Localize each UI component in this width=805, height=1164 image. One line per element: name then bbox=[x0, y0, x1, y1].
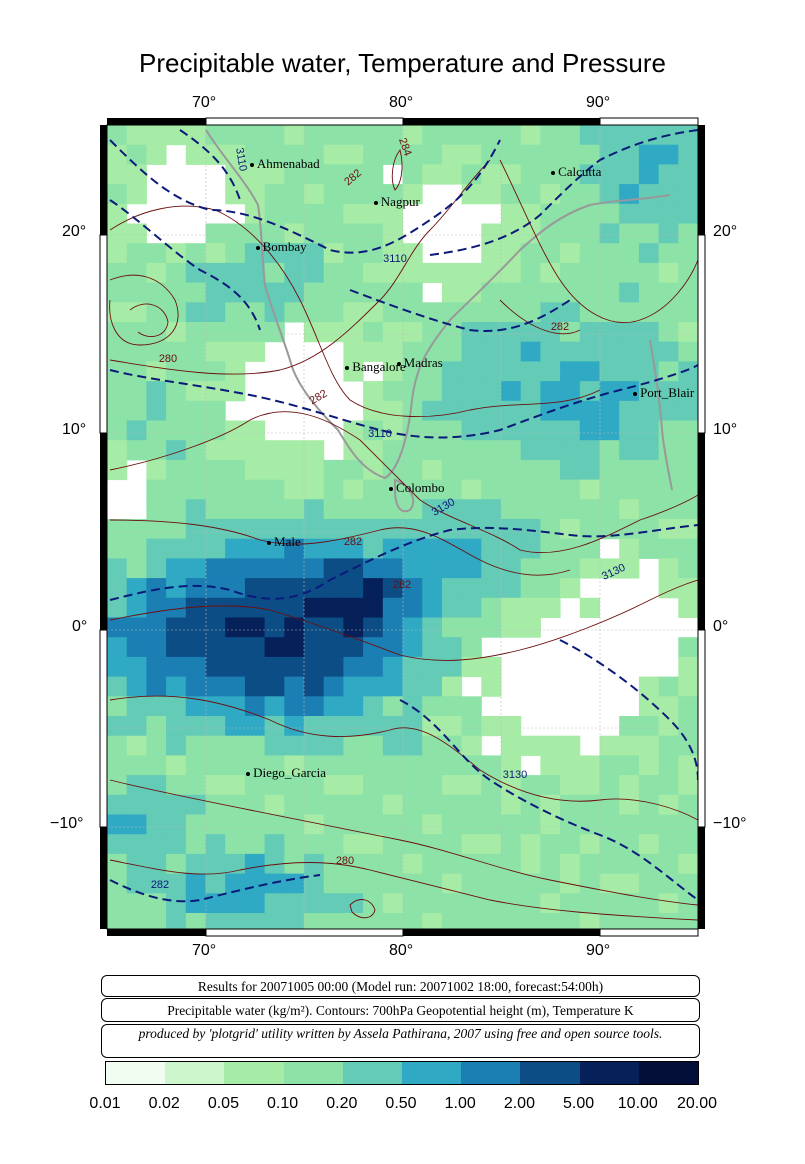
city-marker-icon bbox=[551, 171, 556, 176]
credit-caption: produced by 'plotgrid' utility written b… bbox=[101, 1024, 700, 1058]
contour-label: 280 bbox=[336, 855, 354, 867]
colorbar-bin bbox=[638, 1062, 699, 1084]
city-diego_garcia: Diego_Garcia bbox=[246, 765, 326, 781]
colorbar-label: 5.00 bbox=[563, 1095, 595, 1112]
city-name: Nagpur bbox=[380, 194, 420, 210]
colorbar-label: 0.05 bbox=[207, 1095, 239, 1112]
colorbar-label: 0.10 bbox=[267, 1095, 299, 1112]
contour-label: 284 bbox=[396, 136, 414, 157]
gridlines bbox=[107, 125, 698, 929]
city-marker-icon bbox=[255, 245, 260, 250]
city-name: Bangalore bbox=[352, 359, 406, 375]
lon-tick-top-70: 70° bbox=[192, 94, 217, 111]
lat-tick-left-20: 20° bbox=[62, 223, 87, 240]
lon-tick-top-90: 90° bbox=[586, 94, 611, 111]
contour-label: 3130 bbox=[503, 769, 527, 781]
city-bangalore: Bangalore bbox=[345, 359, 406, 375]
city-name: Male bbox=[274, 534, 301, 550]
city-name: Colombo bbox=[396, 479, 445, 495]
city-colombo: Colombo bbox=[389, 480, 444, 496]
contour-label: 282 bbox=[308, 388, 330, 408]
city-ahmenabad: Ahmenabad bbox=[249, 156, 320, 172]
colorbar-bin bbox=[579, 1062, 639, 1084]
lon-tick-top-80: 80° bbox=[389, 94, 414, 111]
contour-label: 282 bbox=[344, 536, 362, 548]
contour-label: 282 bbox=[393, 579, 411, 591]
colorbar-bin bbox=[106, 1062, 166, 1084]
city-name: Ahmenabad bbox=[256, 156, 320, 172]
city-name: Bombay bbox=[262, 238, 307, 254]
colorbar-label: 20.00 bbox=[676, 1095, 718, 1112]
temperature-contours bbox=[109, 149, 698, 921]
colorbar-bin bbox=[224, 1062, 284, 1084]
city-marker-icon bbox=[373, 201, 378, 206]
lat-tick-left-10: 10° bbox=[62, 421, 87, 438]
colorbar-label: 1.00 bbox=[444, 1095, 476, 1112]
city-marker-icon bbox=[249, 163, 254, 168]
contour-label: 3110 bbox=[383, 253, 407, 265]
city-marker-icon bbox=[267, 541, 272, 546]
geopotential-contours bbox=[109, 129, 698, 903]
contour-label: 282 bbox=[151, 879, 169, 891]
lat-tick-right-20: 20° bbox=[713, 223, 738, 240]
city-marker-icon bbox=[389, 486, 394, 491]
colorbar-bin bbox=[461, 1062, 521, 1084]
contour-labels: 3110 3110 3110 3130 3130 3130 282 282 28… bbox=[151, 136, 628, 891]
contour-label: 280 bbox=[159, 353, 177, 365]
page-title: Precipitable water, Temperature and Pres… bbox=[138, 48, 667, 78]
results-caption: Results for 20071005 00:00 (Model run: 2… bbox=[101, 975, 700, 997]
city-marker-icon bbox=[396, 362, 401, 367]
city-port_blair: Port_Blair bbox=[633, 385, 694, 401]
lat-tick-right-10: 10° bbox=[713, 421, 738, 438]
contour-label: 3110 bbox=[233, 147, 249, 172]
city-marker-icon bbox=[345, 366, 350, 371]
colorbar-label: 0.01 bbox=[89, 1095, 121, 1112]
city-nagpur: Nagpur bbox=[373, 194, 420, 210]
map-frame bbox=[99, 117, 706, 937]
lon-tick-bottom-70: 70° bbox=[192, 942, 217, 959]
colorbar-label: 2.00 bbox=[503, 1095, 535, 1112]
lat-tick-right-0: 0° bbox=[713, 618, 729, 635]
lat-tick-left-0: 0° bbox=[72, 618, 88, 635]
contour-label: 282 bbox=[551, 321, 569, 333]
colorbar-label: 0.20 bbox=[326, 1095, 358, 1112]
city-male: Male bbox=[267, 534, 301, 550]
city-calcutta: Calcutta bbox=[551, 164, 601, 180]
colorbar-label: 0.50 bbox=[385, 1095, 417, 1112]
city-bombay: Bombay bbox=[255, 238, 307, 255]
contour-label: 3110 bbox=[368, 428, 392, 440]
lon-tick-bottom-80: 80° bbox=[389, 942, 414, 959]
city-madras: Madras bbox=[396, 355, 443, 371]
city-marker-icon bbox=[633, 392, 638, 397]
lat-tick-left-minus10: −10° bbox=[50, 815, 84, 832]
city-name: Diego_Garcia bbox=[253, 765, 326, 781]
lat-tick-right-minus10: −10° bbox=[713, 815, 747, 832]
colorbar-bin bbox=[402, 1062, 462, 1084]
colorbar-bin bbox=[165, 1062, 225, 1084]
legend-caption: Precipitable water (kg/m²). Contours: 70… bbox=[101, 998, 700, 1022]
colorbar-label: 0.02 bbox=[148, 1095, 180, 1112]
lon-tick-bottom-90: 90° bbox=[586, 942, 611, 959]
colorbar-bin bbox=[283, 1062, 343, 1084]
colorbar-bin bbox=[520, 1062, 580, 1084]
colorbar bbox=[105, 1061, 699, 1085]
city-marker-icon bbox=[246, 772, 251, 777]
city-name: Calcutta bbox=[558, 164, 602, 180]
colorbar-bin bbox=[342, 1062, 403, 1084]
city-name: Madras bbox=[403, 355, 443, 371]
city-name: Port_Blair bbox=[640, 385, 695, 401]
colorbar-label: 10.00 bbox=[617, 1095, 658, 1112]
